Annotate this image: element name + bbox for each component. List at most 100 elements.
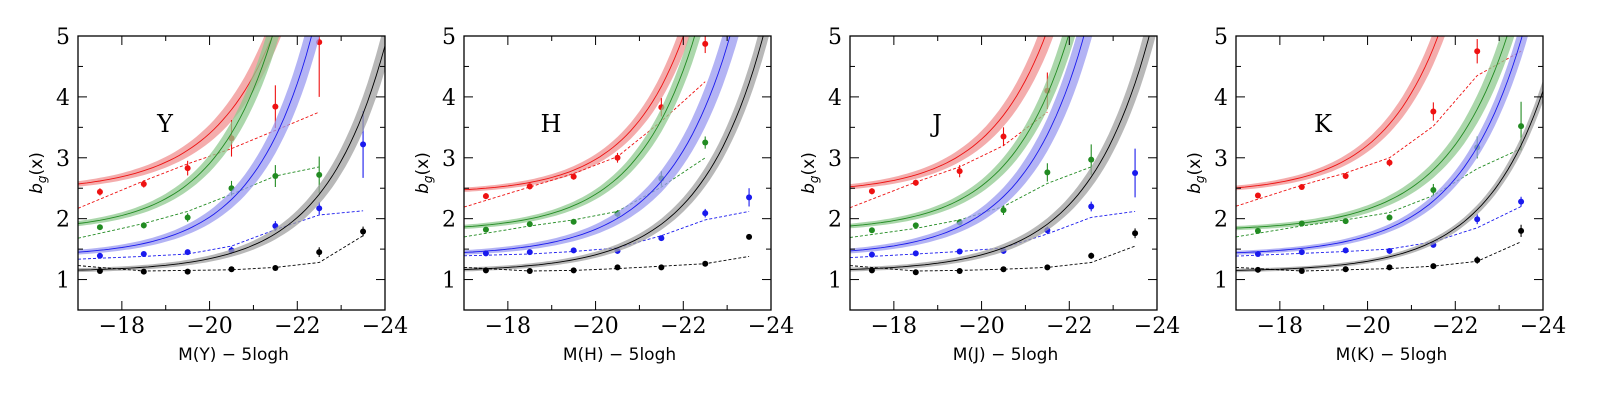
data-point-green [140,222,147,229]
y-axis-label: bg(x) [1185,152,1207,194]
y-axis-label: bg(x) [27,152,49,194]
data-point-red [1254,192,1261,199]
data-point-black [1132,230,1139,237]
axes-frame [1235,35,1544,311]
x-tick-label: −22 [1432,314,1478,339]
dashed-fit-red [464,81,706,208]
y-axis-label: bg(x) [413,152,435,194]
data-point-green [272,173,279,180]
panel-label: Y [156,110,174,138]
panel-label: J [929,110,942,138]
data-point-black [526,268,533,275]
panel-k: −18 −20 −22 −24 1 2 3 4 5 M(K) − 5logh bg(x) K [1185,25,1566,365]
data-point-green [96,224,103,231]
x-tick-label: −20 [958,314,1004,339]
data-point-black [1088,252,1095,259]
y-tick-label: 3 [442,147,456,172]
data-point-black [140,268,147,275]
y-tick-label: 2 [828,208,842,233]
y-tick-label: 1 [828,269,842,294]
data-point-green [912,222,919,229]
data-point-blue [140,250,147,257]
model-curve-red [850,36,1046,188]
model-band-green [78,36,280,227]
data-point-black [316,249,323,256]
data-point-green [1254,227,1261,234]
model-curve-black [1236,90,1543,271]
data-point-blue [658,235,665,242]
model-curve-blue [78,36,313,253]
model-band-green [850,36,1076,229]
data-point-black [868,267,875,274]
data-point-black [482,267,489,274]
model-curve-red [1236,36,1439,189]
x-tick-label: −24 [1520,314,1566,339]
y-label-sub: g [1193,175,1207,183]
model-band-blue [464,36,739,255]
model-band-green [1236,36,1515,231]
model-curve-black [850,36,1150,270]
data-point-black [1342,266,1349,273]
data-point-blue [184,249,191,256]
y-label-rest: (x) [413,152,433,175]
y-label-rest: (x) [799,152,819,175]
data-point-red [868,188,875,195]
data-point-black [228,266,235,273]
data-point-red [1342,173,1349,180]
y-label-base: b [1185,183,1205,194]
data-point-red [702,40,709,47]
y-tick-label: 4 [828,86,842,111]
x-tick-label: −22 [274,314,320,339]
data-point-red [912,179,919,186]
plot-area [78,36,385,275]
data-point-green [1044,169,1051,176]
dashed-fit-black [1236,241,1522,272]
model-curve-blue [464,36,731,253]
data-point-blue [746,194,753,201]
axes-frame [463,35,772,311]
data-point-blue [1518,198,1525,205]
model-curve-green [464,36,696,228]
data-point-black [746,233,753,240]
y-tick-label: 4 [442,86,456,111]
y-tick-label: 2 [442,208,456,233]
panel-label: H [541,110,562,138]
y-label-sub: g [421,175,435,183]
data-point-black [658,264,665,271]
y-tick-label: 4 [56,86,70,111]
y-label-base: b [27,183,47,194]
data-point-black [184,268,191,275]
model-curve-black [464,36,764,270]
data-point-blue [1474,216,1481,223]
x-axis-label: M(Y) − 5logh [178,345,289,365]
data-point-blue [316,205,323,212]
model-band-red [464,36,691,192]
data-point-red [96,188,103,195]
y-tick-label: 1 [442,269,456,294]
y-axis-label: bg(x) [799,152,821,194]
dashed-fit-blue [1236,206,1522,257]
data-point-green [184,214,191,221]
model-curve-red [464,36,684,191]
data-point-red [1386,159,1393,166]
data-point-blue [702,210,709,217]
dashed-fit-red [1236,50,1522,207]
data-point-black [272,264,279,271]
model-curve-green [78,36,273,224]
model-curve-blue [850,36,1085,252]
data-point-red [1474,48,1481,55]
y-tick-label: 4 [1214,86,1228,111]
y-tick-label: 5 [56,25,70,50]
model-band-black [78,36,385,273]
data-point-black [1298,268,1305,275]
x-axis-label: M(H) − 5logh [563,345,676,365]
data-point-green [1386,214,1393,221]
panel-y: −18 −20 −22 −24 1 2 3 4 5 M(Y) − 5logh bg(x) Y [27,25,408,365]
y-label-rest: (x) [27,152,47,175]
data-point-green [526,221,533,228]
x-tick-label: −24 [362,314,408,339]
y-label-base: b [413,183,433,194]
y-label-sub: g [807,175,821,183]
data-point-red [526,183,533,190]
